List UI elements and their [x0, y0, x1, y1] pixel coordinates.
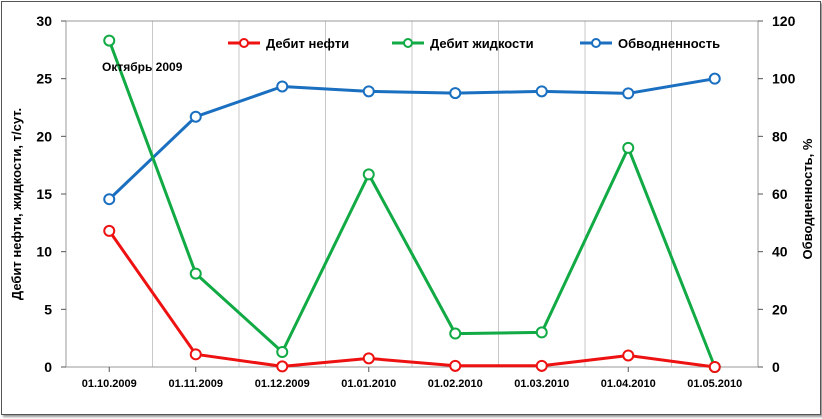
y-tick-label: 10 — [36, 244, 52, 260]
data-point — [708, 361, 721, 373]
y-axis-right-title: Обводненность, % — [800, 138, 815, 259]
data-point — [189, 348, 202, 361]
series-layer — [103, 34, 721, 373]
y-right-tick-label: 100 — [772, 71, 796, 87]
data-point — [622, 349, 635, 362]
x-tick-label: 01.03.2010 — [514, 378, 569, 390]
legend-label: Дебит жидкости — [430, 36, 534, 51]
data-point — [276, 80, 289, 93]
data-point — [535, 326, 548, 339]
legend-label: Дебит нефти — [266, 36, 349, 51]
annotation-label: Октябрь 2009 — [102, 60, 183, 74]
y-tick-label: 25 — [36, 71, 52, 87]
data-point — [276, 346, 289, 359]
y-tick-label: 15 — [36, 186, 52, 202]
legend-marker — [239, 38, 249, 48]
legend: Дебит нефти Дебит жидкости Обводненность — [228, 36, 720, 51]
data-point — [362, 352, 375, 365]
y-right-tick-label: 40 — [772, 244, 788, 260]
series-line — [108, 230, 715, 369]
data-point — [535, 85, 548, 98]
y-axis-right: 0 20 40 60 80 100 120 — [758, 13, 796, 375]
series-line — [107, 40, 717, 368]
data-point — [103, 224, 116, 237]
y-right-tick-label: 20 — [772, 301, 788, 317]
data-point — [449, 87, 462, 100]
data-point — [362, 85, 375, 98]
data-point — [103, 193, 116, 206]
y-axis-left-title: Дебит нефти, жидкости, т/сут. — [9, 108, 24, 300]
x-tick-label: 01.12.2009 — [255, 378, 310, 390]
y-right-tick-label: 120 — [772, 13, 796, 29]
x-tick-label: 01.04.2010 — [601, 378, 656, 390]
data-point — [622, 87, 635, 100]
x-tick-label: 01.11.2009 — [169, 378, 223, 390]
x-tick-label: 01.10.2009 — [82, 378, 137, 390]
x-tick-label: 01.02.2010 — [428, 378, 483, 390]
series-line — [108, 77, 716, 201]
y-right-tick-label: 0 — [772, 359, 780, 375]
data-point — [189, 267, 202, 280]
data-point — [449, 327, 462, 340]
y-right-tick-label: 60 — [772, 186, 788, 202]
legend-marker — [591, 38, 601, 48]
data-point — [276, 360, 289, 373]
x-axis: 01.10.2009 01.11.2009 01.12.2009 01.01.2010… — [82, 367, 742, 390]
y-axis-left: 0 5 10 15 20 25 30 — [36, 13, 66, 375]
x-tick-label: 01.01.2010 — [341, 378, 396, 390]
grid-lines — [152, 21, 672, 367]
legend-label: Обводненность — [618, 36, 720, 51]
data-point — [189, 110, 202, 123]
y-right-tick-label: 80 — [772, 128, 788, 144]
x-tick-label: 01.05.2010 — [687, 378, 742, 390]
data-point — [362, 168, 375, 181]
legend-marker — [403, 38, 413, 48]
y-tick-label: 5 — [44, 301, 52, 317]
data-point — [449, 359, 462, 372]
y-tick-label: 30 — [36, 13, 52, 29]
y-tick-label: 20 — [36, 128, 52, 144]
data-point — [622, 141, 635, 154]
data-point — [708, 72, 721, 85]
y-tick-label: 0 — [44, 359, 52, 375]
data-point — [103, 34, 116, 47]
data-point — [535, 359, 548, 372]
